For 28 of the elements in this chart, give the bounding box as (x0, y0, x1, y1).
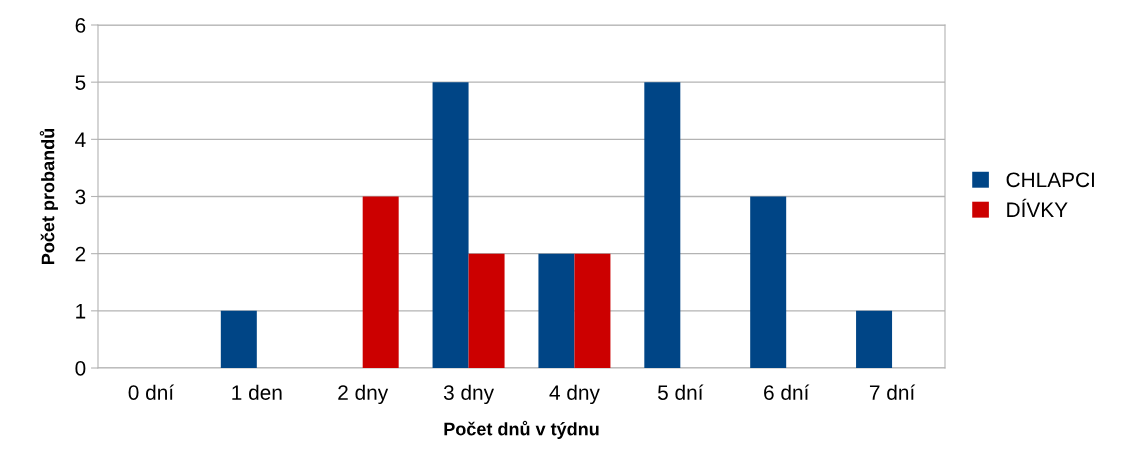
x-tick-label: 0 dní (128, 384, 175, 400)
x-tick-label: 6 dní (764, 384, 810, 400)
y-tick-label: 6 (75, 18, 86, 33)
bar (468, 253, 505, 368)
x-tick-label: 2 dny (338, 384, 389, 405)
y-tick-label: 1 (76, 304, 86, 319)
bar (644, 82, 681, 368)
bar (856, 310, 893, 368)
legend-label: DÍVKY (1007, 198, 1068, 217)
x-tick-label: 7 dní (869, 384, 916, 400)
y-tick-label: 4 (75, 132, 86, 147)
bar (538, 253, 575, 368)
x-tick-label: 1 den (232, 384, 282, 400)
bar (574, 253, 611, 368)
y-tick-label: 3 (75, 189, 86, 205)
bar (220, 310, 257, 368)
x-tick-label: 4 dny (549, 384, 600, 405)
legend-label: CHLAPCI (1006, 172, 1094, 188)
bar (750, 196, 787, 368)
y-axis-title: Počet probandů (39, 128, 58, 264)
y-tick-label: 2 (75, 246, 86, 262)
x-axis-title: Počet dnů v týdnu (444, 420, 599, 439)
x-tick-label: 3 dny (443, 384, 495, 405)
bar (432, 82, 469, 368)
y-tick-label: 5 (75, 75, 86, 90)
x-tick-label: 5 dní (657, 384, 704, 400)
y-tick-label: 0 (75, 361, 86, 376)
bar (362, 196, 399, 368)
